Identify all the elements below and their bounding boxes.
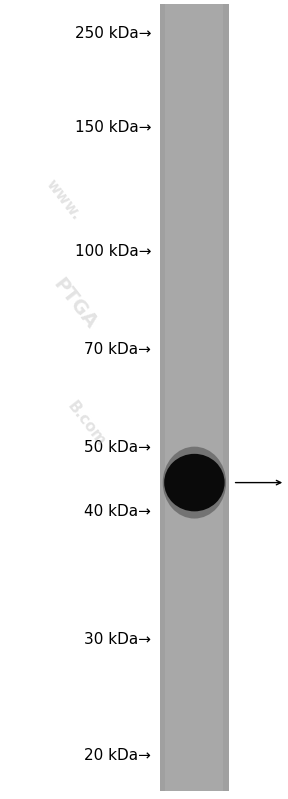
Text: 50 kDa→: 50 kDa→	[84, 440, 151, 455]
Text: PTGA: PTGA	[49, 275, 101, 332]
Bar	[160, 4, 229, 791]
Text: 20 kDa→: 20 kDa→	[84, 748, 151, 762]
Text: B.com: B.com	[64, 398, 109, 449]
Bar	[223, 4, 229, 791]
Text: www.: www.	[43, 177, 84, 223]
Text: 250 kDa→: 250 kDa→	[75, 26, 151, 41]
Text: 30 kDa→: 30 kDa→	[84, 632, 151, 646]
Text: 40 kDa→: 40 kDa→	[84, 504, 151, 519]
Bar	[160, 4, 165, 791]
Text: 150 kDa→: 150 kDa→	[75, 121, 151, 135]
Text: 70 kDa→: 70 kDa→	[84, 343, 151, 357]
Ellipse shape	[164, 454, 225, 511]
Ellipse shape	[163, 447, 226, 519]
Text: 100 kDa→: 100 kDa→	[75, 244, 151, 259]
